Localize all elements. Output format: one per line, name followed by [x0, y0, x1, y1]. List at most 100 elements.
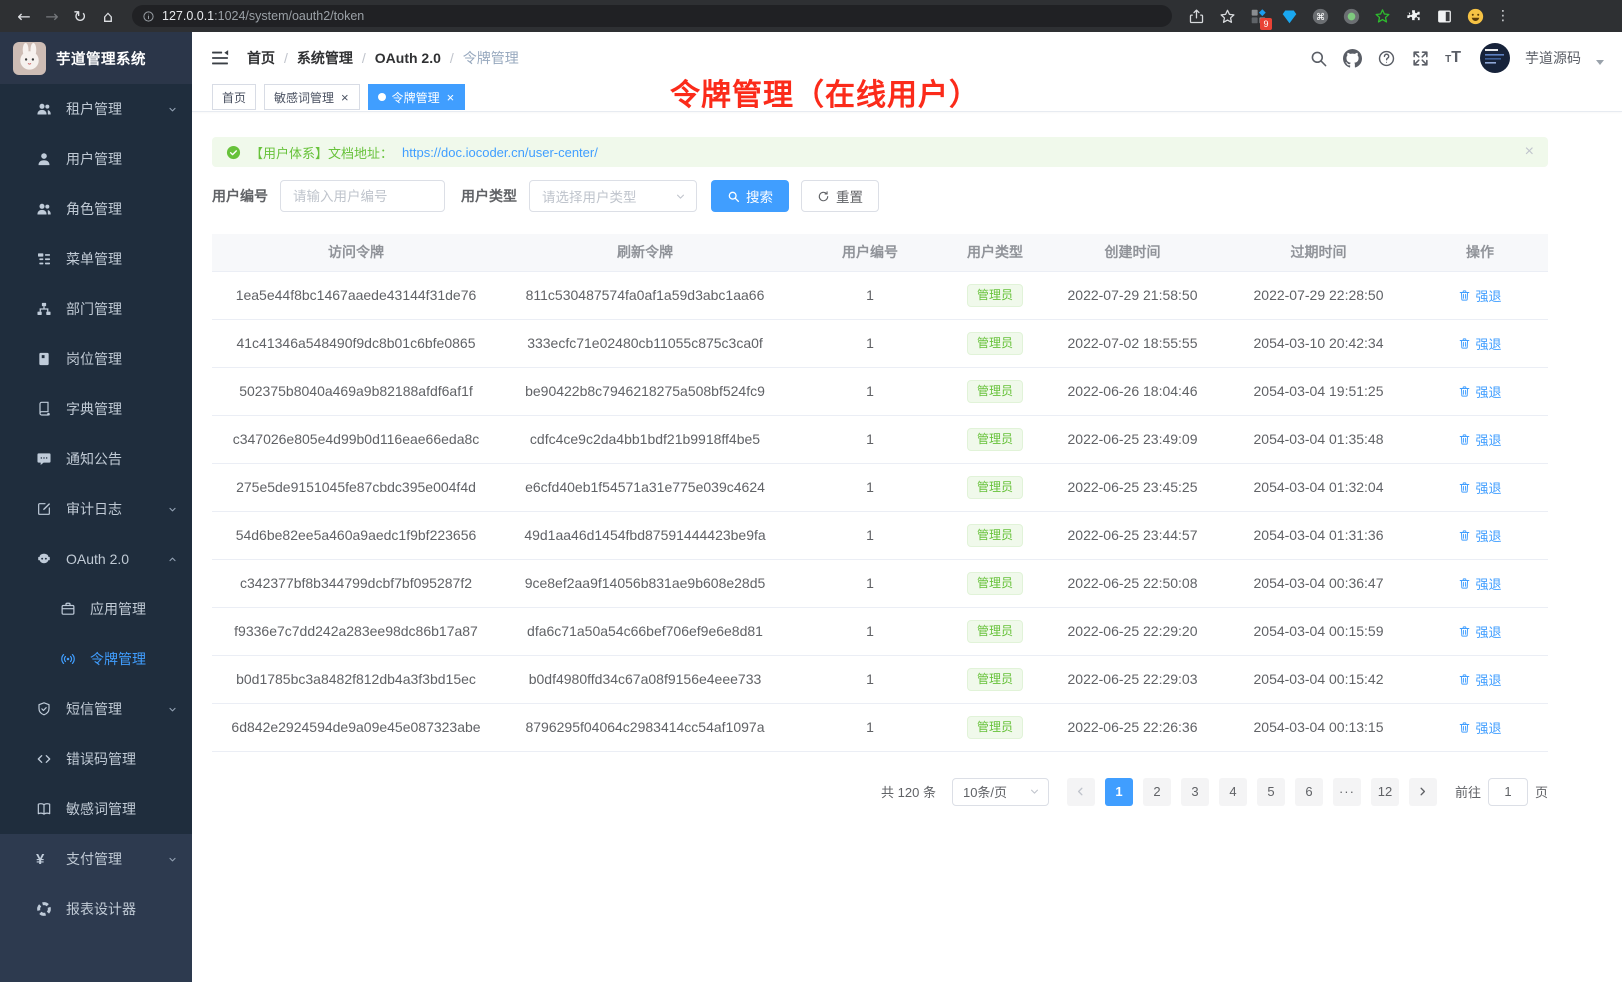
- sidebar-item-oauth2-token[interactable]: 令牌管理: [0, 634, 192, 684]
- bookmark-star-icon[interactable]: [1217, 6, 1237, 26]
- site-info-icon[interactable]: [142, 10, 155, 23]
- sidebar-fold-icon[interactable]: [210, 48, 230, 68]
- sidebar-item-oauth2[interactable]: OAuth 2.0: [0, 534, 192, 584]
- page-button-2[interactable]: 2: [1142, 777, 1171, 806]
- github-icon[interactable]: [1343, 48, 1363, 68]
- page-size-value: 10条/页: [962, 785, 1008, 800]
- extension-command-icon[interactable]: ⌘: [1310, 6, 1330, 26]
- sidebar-item-role[interactable]: 角色管理: [0, 184, 192, 234]
- sidebar-item-menu[interactable]: 菜单管理: [0, 234, 192, 284]
- refresh-token-cell: 9ce8ef2aa9f14056b831ae9b608e28d5: [500, 559, 790, 608]
- sidebar-item-oauth2-app[interactable]: 应用管理: [0, 584, 192, 634]
- tab-label: 令牌管理: [391, 90, 440, 105]
- create-time-cell: 2022-06-25 22:50:08: [1040, 559, 1225, 608]
- browser-home-icon[interactable]: ⌂: [102, 6, 114, 26]
- sidebar-item-pay[interactable]: ¥ 支付管理: [0, 834, 192, 884]
- table-row: 275e5de9151045fe87cbdc395e004f4d e6cfd40e…: [212, 463, 1548, 512]
- breadcrumb-item[interactable]: OAuth 2.0: [374, 50, 441, 66]
- expire-time-cell: 2054-03-10 20:42:34: [1225, 319, 1412, 368]
- force-logout-button[interactable]: 强退: [1458, 574, 1502, 593]
- extension-gem-icon[interactable]: [1279, 6, 1299, 26]
- page-button-3[interactable]: 3: [1180, 777, 1209, 806]
- user-avatar[interactable]: [1480, 43, 1510, 73]
- robot-icon: [36, 551, 52, 567]
- search-button[interactable]: 搜索: [711, 180, 789, 212]
- browser-reload-icon[interactable]: ↻: [73, 6, 87, 26]
- sidebar-item-sms[interactable]: 短信管理: [0, 684, 192, 734]
- doc-link[interactable]: https://doc.iocoder.cn/user-center/: [402, 144, 598, 160]
- refresh-token-cell: e6cfd40eb1f54571a31e775e039c4624: [500, 463, 790, 512]
- username[interactable]: 芋道源码: [1525, 50, 1581, 66]
- sidebar-item-errcode[interactable]: 错误码管理: [0, 734, 192, 784]
- next-page-button[interactable]: [1408, 777, 1437, 806]
- page-size-select[interactable]: 10条/页: [951, 777, 1049, 806]
- access-token-cell: c342377bf8b344799dcbf7bf095287f2: [212, 559, 500, 608]
- user-id-cell: 1: [790, 415, 950, 464]
- extension-grid-icon[interactable]: 9: [1248, 6, 1272, 30]
- page-button-6[interactable]: 6: [1294, 777, 1323, 806]
- side-panel-icon[interactable]: [1434, 6, 1454, 26]
- force-logout-button[interactable]: 强退: [1458, 670, 1502, 689]
- address-bar[interactable]: 127.0.0.1:1024/system/oauth2/token: [132, 5, 1172, 27]
- sidebar-item-sensitive[interactable]: 敏感词管理: [0, 784, 192, 834]
- force-logout-button[interactable]: 强退: [1458, 526, 1502, 545]
- extension-record-icon[interactable]: [1341, 6, 1361, 26]
- fullscreen-icon[interactable]: [1411, 49, 1430, 68]
- sidebar-item-label: 报表设计器: [66, 901, 136, 917]
- page-more-button[interactable]: ···: [1332, 777, 1361, 806]
- goto-page-input[interactable]: [1487, 777, 1528, 806]
- page-button-5[interactable]: 5: [1256, 777, 1285, 806]
- sidebar-item-dept[interactable]: 部门管理: [0, 284, 192, 334]
- breadcrumb-item[interactable]: 系统管理: [296, 50, 353, 66]
- share-icon[interactable]: [1186, 6, 1206, 26]
- user-type-placeholder: 请选择用户类型: [542, 190, 637, 205]
- app-logo[interactable]: 芋道管理系统: [0, 32, 192, 84]
- browser-menu-icon[interactable]: ⋮: [1496, 8, 1510, 24]
- goto-label: 前往: [1454, 785, 1481, 800]
- access-token-cell: c347026e805e4d99b0d116eae66eda8c: [212, 415, 500, 464]
- column-header: 访问令牌: [212, 234, 500, 272]
- prev-page-button[interactable]: [1066, 777, 1095, 806]
- extension-star-icon[interactable]: [1372, 6, 1392, 26]
- sidebar-item-tenant[interactable]: 租户管理: [0, 84, 192, 134]
- tab-close-icon[interactable]: ×: [446, 89, 455, 105]
- sidebar-item-notice[interactable]: 通知公告: [0, 434, 192, 484]
- help-icon[interactable]: [1377, 49, 1396, 68]
- sidebar-item-report[interactable]: 报表设计器: [0, 884, 192, 934]
- sidebar-item-audit[interactable]: 审计日志: [0, 484, 192, 534]
- app-title: 芋道管理系统: [56, 51, 146, 68]
- force-logout-button[interactable]: 强退: [1458, 382, 1502, 401]
- extensions-puzzle-icon[interactable]: [1403, 6, 1423, 26]
- tab-close-icon[interactable]: ×: [341, 89, 349, 105]
- sidebar-item-user[interactable]: 用户管理: [0, 134, 192, 184]
- force-logout-button[interactable]: 强退: [1458, 430, 1502, 449]
- user-type-select[interactable]: 请选择用户类型: [529, 180, 697, 212]
- reset-button[interactable]: 重置: [801, 180, 879, 212]
- search-icon[interactable]: [1309, 49, 1328, 68]
- chevron-down-icon: [674, 190, 687, 203]
- access-token-cell: 1ea5e44f8bc1467aaede43144f31de76: [212, 271, 500, 320]
- force-logout-button[interactable]: 强退: [1458, 286, 1502, 305]
- profile-emoji-icon[interactable]: [1465, 6, 1485, 26]
- breadcrumb-item[interactable]: 首页: [247, 50, 275, 66]
- browser-back-icon[interactable]: ←: [17, 6, 31, 26]
- tab-首页[interactable]: 首页: [212, 84, 257, 110]
- force-logout-button[interactable]: 强退: [1458, 478, 1502, 497]
- sidebar-item-dict[interactable]: 字典管理: [0, 384, 192, 434]
- force-logout-button[interactable]: 强退: [1458, 334, 1502, 353]
- page-button-1[interactable]: 1: [1104, 777, 1133, 806]
- user-menu-caret-icon[interactable]: [1596, 59, 1604, 65]
- token-table: 访问令牌 刷新令牌 用户编号 用户类型 创建时间 过期时间 操作 1ea5e44f8bc14…: [212, 234, 1548, 752]
- browser-forward-icon[interactable]: →: [45, 6, 59, 26]
- force-logout-button[interactable]: 强退: [1458, 718, 1502, 737]
- alert-close-icon[interactable]: ×: [1524, 143, 1534, 160]
- user-id-input[interactable]: [280, 180, 445, 212]
- page-button-4[interactable]: 4: [1218, 777, 1247, 806]
- page-button-12[interactable]: 12: [1370, 777, 1399, 806]
- access-token-cell: f9336e7c7dd242a283ee98dc86b17a87: [212, 607, 500, 656]
- force-logout-button[interactable]: 强退: [1458, 622, 1502, 641]
- tab-令牌管理[interactable]: 令牌管理 ×: [367, 84, 466, 110]
- font-size-icon[interactable]: TT: [1445, 49, 1461, 66]
- sidebar-item-post[interactable]: 岗位管理: [0, 334, 192, 384]
- tab-敏感词管理[interactable]: 敏感词管理 ×: [264, 84, 360, 110]
